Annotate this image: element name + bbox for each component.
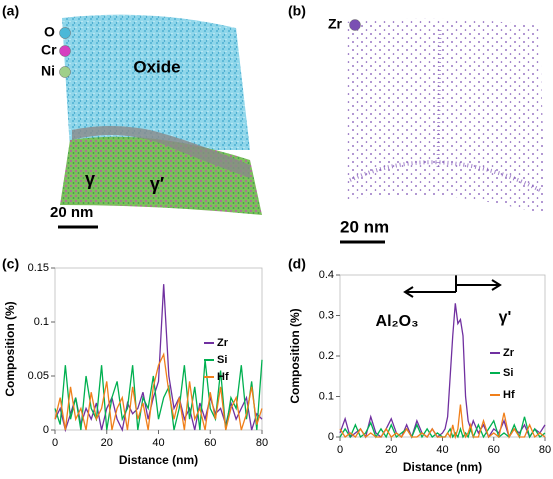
x-tick-label: 40 (436, 444, 448, 456)
oxide-region (62, 14, 250, 150)
x-tick-label: 0 (337, 444, 343, 456)
y-tick-label: 0.05 (28, 370, 49, 382)
y-axis-label: Composition (%) (288, 308, 302, 403)
x-tick-label: 80 (256, 437, 268, 449)
legend-marker (59, 45, 71, 57)
legend-label: Zr (217, 337, 229, 349)
panel-label: (b) (288, 3, 306, 19)
x-tick-label: 0 (52, 437, 58, 449)
legend-label: Zr (503, 347, 515, 359)
y-tick-label: 0.1 (319, 390, 334, 402)
plot-frame (339, 274, 546, 438)
legend-label: Hf (503, 389, 515, 401)
panel-d-arrows (403, 275, 502, 298)
y-tick-label: 0 (328, 431, 334, 443)
x-tick-label: 80 (539, 444, 551, 456)
series-line (339, 404, 546, 440)
legend-label: Si (503, 367, 513, 379)
legend-marker (59, 66, 71, 78)
legend-label: Hf (217, 371, 229, 383)
scale-bar-label: 20 nm (340, 217, 389, 236)
zr-map (345, 18, 545, 215)
legend-symbol: Zr (328, 16, 343, 32)
zr-line (436, 29, 442, 171)
x-axis-label: Distance (nm) (119, 453, 198, 467)
x-tick-label: 60 (488, 444, 500, 456)
arrow-left (403, 286, 456, 298)
annotation: γ' (499, 309, 512, 326)
panel-label: (a) (2, 3, 19, 19)
y-tick-label: 0.2 (319, 350, 334, 362)
y-axis-label: Composition (%) (3, 301, 17, 396)
legend-symbol: Ni (41, 63, 55, 79)
y-tick-label: 0.4 (319, 269, 334, 281)
x-tick-label: 20 (385, 444, 397, 456)
legend-label: Si (217, 354, 227, 366)
legend-symbol: Cr (41, 42, 57, 58)
series-line (54, 352, 263, 431)
phase-label: γ (85, 169, 95, 189)
x-axis-label: Distance (nm) (403, 460, 482, 474)
y-tick-label: 0 (43, 424, 49, 436)
arrow-right (456, 279, 502, 291)
phase-label: γ′ (150, 174, 164, 194)
y-tick-label: 0.3 (319, 309, 334, 321)
legend-marker (349, 19, 361, 31)
annotation: Al₂O₃ (376, 313, 419, 330)
series-line (54, 359, 263, 431)
x-tick-label: 20 (101, 437, 113, 449)
panel-label: (c) (2, 256, 19, 272)
x-tick-label: 60 (204, 437, 216, 449)
scale-bar-label: 20 nm (50, 204, 93, 221)
y-tick-label: 0.15 (28, 262, 49, 274)
x-tick-label: 40 (152, 437, 164, 449)
interface-region (72, 126, 250, 178)
series-line (339, 416, 546, 440)
panel-a (58, 14, 262, 229)
legend-marker (59, 27, 71, 39)
panel-label: (d) (288, 256, 306, 272)
series-line (339, 303, 546, 439)
panel-b (340, 18, 545, 244)
y-tick-label: 0.1 (34, 316, 49, 328)
legend-symbol: O (44, 24, 55, 40)
phase-label: Oxide (133, 57, 180, 76)
